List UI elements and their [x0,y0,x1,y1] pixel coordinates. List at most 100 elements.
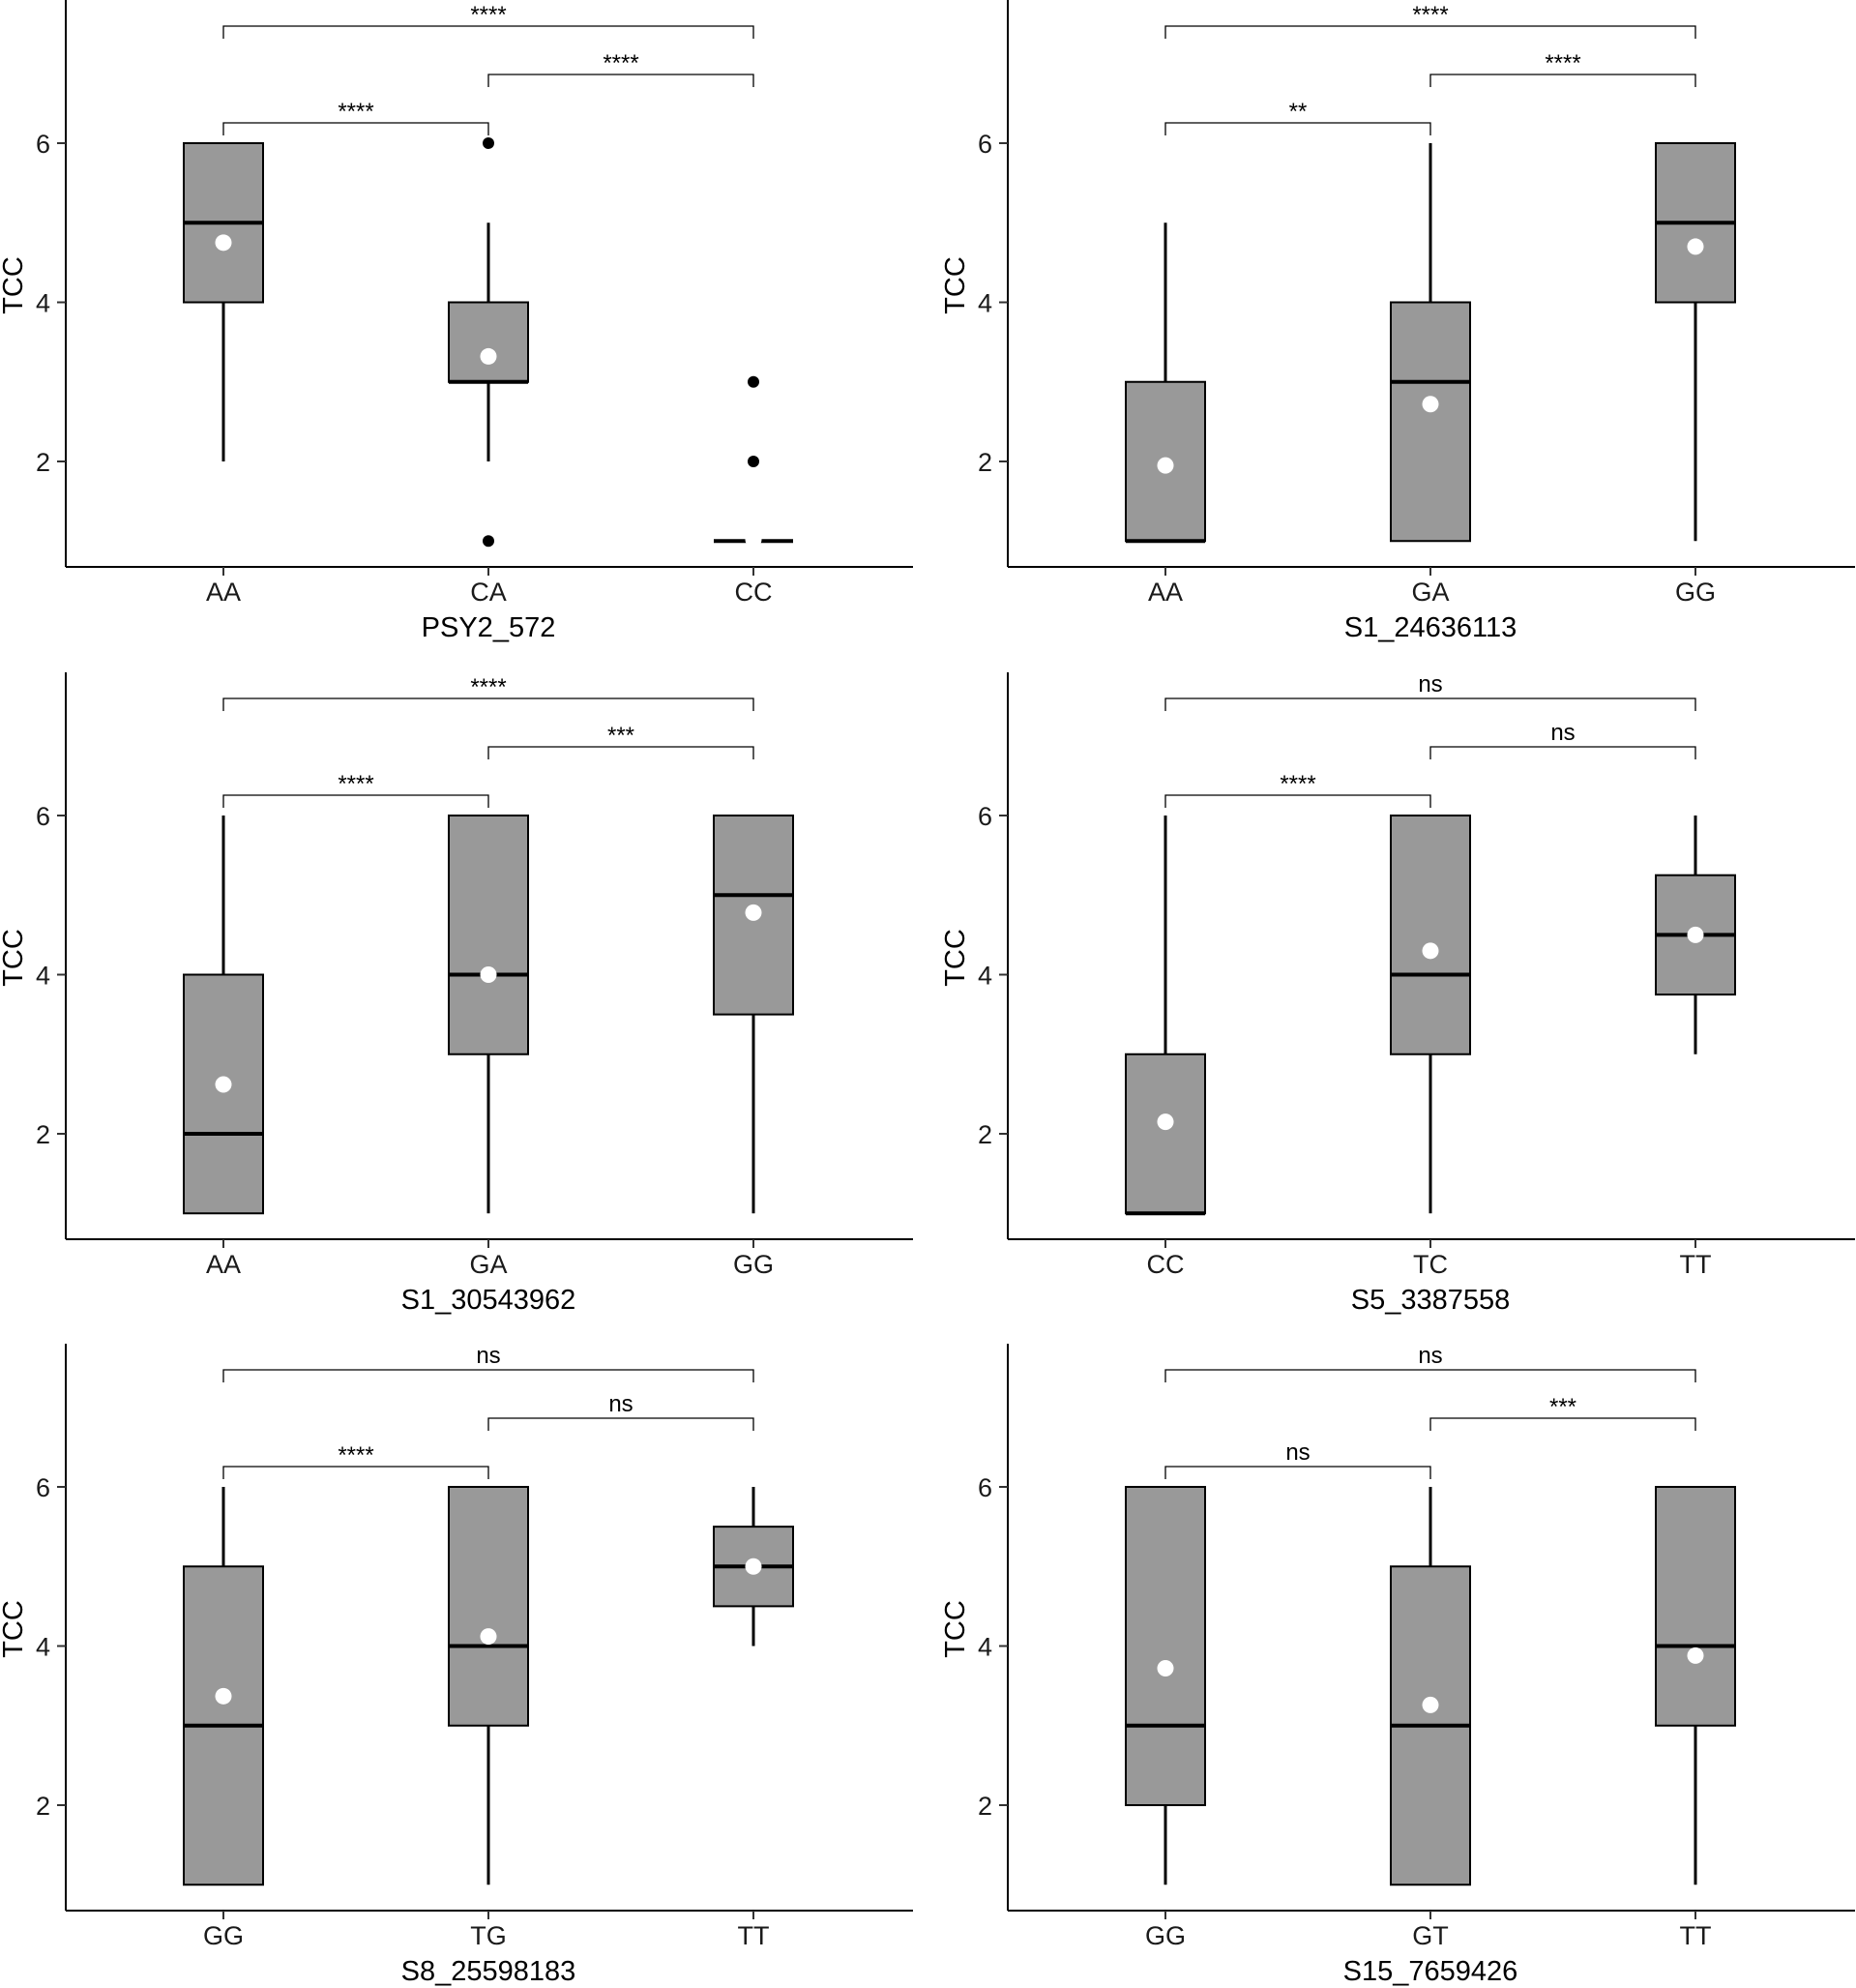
mean-point [480,1628,497,1646]
iqr-box [448,301,529,383]
x-tick-label: CC [1147,1250,1185,1279]
bracket-line [1164,1466,1431,1479]
x-tick-label: TT [1680,1921,1712,1950]
x-axis-title: PSY2_572 [422,612,556,643]
mean-point [1157,1660,1174,1677]
mean-point [1157,457,1174,474]
mean-point [480,347,497,365]
x-axis-title: S8_25598183 [401,1956,576,1987]
significance-bracket: **** [222,771,489,808]
box-group [1125,816,1206,1216]
iqr-box [183,973,264,1215]
box-group [1390,1487,1471,1886]
x-tick-label: GA [469,1250,507,1279]
significance-label: **** [1545,50,1580,76]
box-group [448,137,529,548]
y-tick-label: 2 [36,1792,50,1821]
bracket-line [1164,1369,1696,1382]
significance-label: ns [1418,1343,1442,1369]
significance-label: ** [1289,99,1308,125]
iqr-box [448,815,529,1055]
mean-point [215,1076,232,1093]
y-tick-label: 6 [978,130,992,159]
x-tick-label: CC [735,578,773,607]
mean-point [480,966,497,983]
bracket-line [1164,794,1431,808]
y-tick-label: 4 [978,1633,992,1662]
significance-bracket: ns [1164,671,1696,711]
mean-point [745,1558,762,1575]
significance-bracket: **** [1164,2,1696,39]
significance-bracket: ns [487,1391,754,1431]
x-axis-title: S15_7659426 [1343,1956,1518,1987]
mean-point [215,1687,232,1705]
chart-panel: 2 4 6 TCC AA CA CC PSY2_572 **** **** **** [0,0,913,643]
significance-label: **** [603,50,638,76]
bracket-line [1164,25,1696,39]
y-tick-label: 4 [978,289,992,318]
y-axis-title: TCC [940,256,971,314]
bracket-line [1429,74,1696,87]
mean-point [215,234,232,252]
significance-bracket: **** [222,674,754,711]
mean-point [1157,1113,1174,1131]
box-group [183,1487,264,1886]
box-group [183,816,264,1215]
significance-bracket: ns [222,1343,754,1382]
y-tick-label: 4 [36,289,50,318]
significance-label: ns [1550,720,1575,746]
mean-point [1422,1696,1439,1713]
y-tick-label: 2 [978,448,992,477]
bracket-line [1429,746,1696,759]
outlier-point [748,375,759,388]
box-group [448,815,529,1214]
x-axis-title: S1_30543962 [401,1285,576,1316]
box-group [1390,143,1471,543]
x-tick-label: AA [206,1250,241,1279]
bracket-line [222,1369,754,1382]
significance-label: **** [1280,771,1315,797]
y-axis-title: TCC [940,1600,971,1658]
y-axis-title: TCC [940,929,971,987]
y-tick-label: 4 [978,962,992,991]
y-tick-label: 6 [36,802,50,831]
bracket-line [222,1466,489,1479]
significance-bracket: ** [1164,99,1431,135]
x-tick-label: TG [470,1921,507,1950]
y-tick-label: 4 [36,1633,50,1662]
box-group [183,142,264,461]
iqr-box [1125,1053,1206,1215]
x-tick-label: TT [738,1921,770,1950]
significance-label: **** [1412,2,1448,28]
x-tick-label: GT [1412,1921,1449,1950]
x-tick-label: AA [206,578,241,607]
significance-label: **** [338,771,373,797]
box-group [1655,142,1736,542]
significance-bracket: **** [487,50,754,87]
y-tick-label: 2 [36,448,50,477]
bracket-line [222,25,754,39]
bracket-line [1164,122,1431,135]
box-group [448,1486,529,1885]
chart-panel: 2 4 6 TCC GG GT TT S15_7659426 ns *** ns [940,1343,1855,1987]
significance-bracket: **** [1429,50,1696,87]
iqr-box [1655,1486,1736,1727]
x-tick-label: GG [1675,578,1716,607]
chart-panel: 2 4 6 TCC CC TC TT S5_3387558 **** ns ns [940,671,1855,1316]
significance-label: ns [476,1343,500,1369]
significance-bracket: ns [1164,1439,1431,1479]
significance-label: **** [470,674,506,700]
significance-label: *** [607,723,634,749]
significance-bracket: **** [222,1442,489,1479]
mean-point [1422,942,1439,960]
y-tick-label: 2 [978,1792,992,1821]
bracket-line [222,697,754,711]
significance-label: **** [470,2,506,28]
x-tick-label: GG [203,1921,244,1950]
significance-bracket: **** [222,2,754,39]
significance-bracket: **** [1164,771,1431,808]
iqr-box [1125,1486,1206,1806]
box-group [713,1487,794,1647]
